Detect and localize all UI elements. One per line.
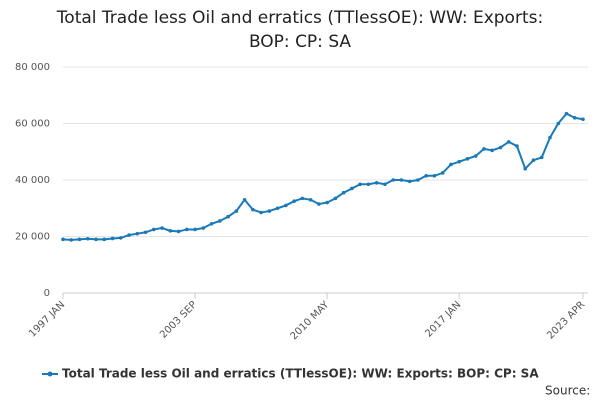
x-tick-label: 2017 JAN	[423, 299, 463, 339]
point	[366, 182, 371, 187]
legend-label: Total Trade less Oil and erratics (TTles…	[62, 367, 539, 381]
point	[465, 157, 470, 161]
point	[383, 182, 387, 187]
point	[374, 181, 379, 185]
point	[226, 214, 230, 219]
point	[391, 178, 395, 182]
point	[325, 200, 329, 205]
point	[267, 209, 272, 213]
source: Source:	[545, 384, 590, 398]
y-tick-label: 80 000	[15, 62, 50, 73]
y-tick-label: 60 000	[15, 119, 50, 130]
x-tick-label: 1997 JAN	[27, 299, 67, 339]
point	[506, 140, 511, 144]
x-tick-label: 2023 APR	[545, 299, 587, 341]
point	[523, 166, 528, 171]
point	[490, 148, 495, 153]
point	[201, 226, 206, 230]
point	[548, 135, 552, 140]
point	[234, 209, 239, 213]
chart-title: Total Trade less Oil and erratics (TTles…	[56, 8, 544, 52]
point	[498, 145, 503, 150]
point	[399, 178, 404, 182]
point	[61, 237, 65, 242]
point	[440, 171, 445, 175]
point	[160, 226, 164, 230]
point	[350, 186, 354, 191]
point	[94, 237, 98, 242]
point	[251, 207, 255, 212]
point	[193, 227, 197, 232]
point	[308, 197, 313, 202]
point	[151, 227, 156, 232]
x-tick-label: 2010 MAY	[289, 299, 332, 342]
point	[168, 229, 173, 233]
point	[333, 196, 338, 201]
point	[358, 182, 362, 187]
point	[127, 233, 131, 237]
line	[62, 112, 584, 241]
point	[300, 196, 305, 201]
point	[185, 227, 189, 232]
point	[85, 236, 90, 241]
point	[432, 173, 437, 178]
point	[473, 154, 478, 158]
point	[143, 230, 148, 235]
point	[259, 210, 263, 215]
point	[449, 162, 453, 167]
point	[209, 221, 214, 226]
point	[242, 197, 247, 202]
point	[416, 178, 420, 182]
point	[564, 111, 569, 116]
point	[515, 144, 519, 148]
point	[407, 179, 412, 184]
point	[284, 203, 288, 208]
point	[539, 155, 544, 160]
point	[341, 190, 346, 195]
point	[457, 159, 461, 164]
legend-marker	[47, 371, 53, 377]
point	[102, 237, 107, 242]
point	[135, 231, 140, 236]
point	[77, 237, 82, 242]
point	[69, 238, 74, 242]
point	[110, 236, 115, 241]
point	[275, 206, 280, 211]
point	[218, 219, 222, 223]
point	[292, 199, 296, 203]
point	[317, 202, 321, 206]
point	[118, 236, 123, 240]
x-tick-label: 2003 SEP	[158, 299, 199, 340]
y-tick-label: 20 000	[15, 232, 50, 243]
point	[531, 158, 536, 163]
point	[581, 117, 585, 122]
point	[556, 121, 561, 126]
point	[176, 229, 181, 234]
point	[572, 116, 577, 120]
point	[424, 173, 428, 178]
y-tick-label: 0	[44, 288, 50, 299]
y-tick-label: 40 000	[15, 175, 50, 186]
point	[482, 147, 486, 151]
